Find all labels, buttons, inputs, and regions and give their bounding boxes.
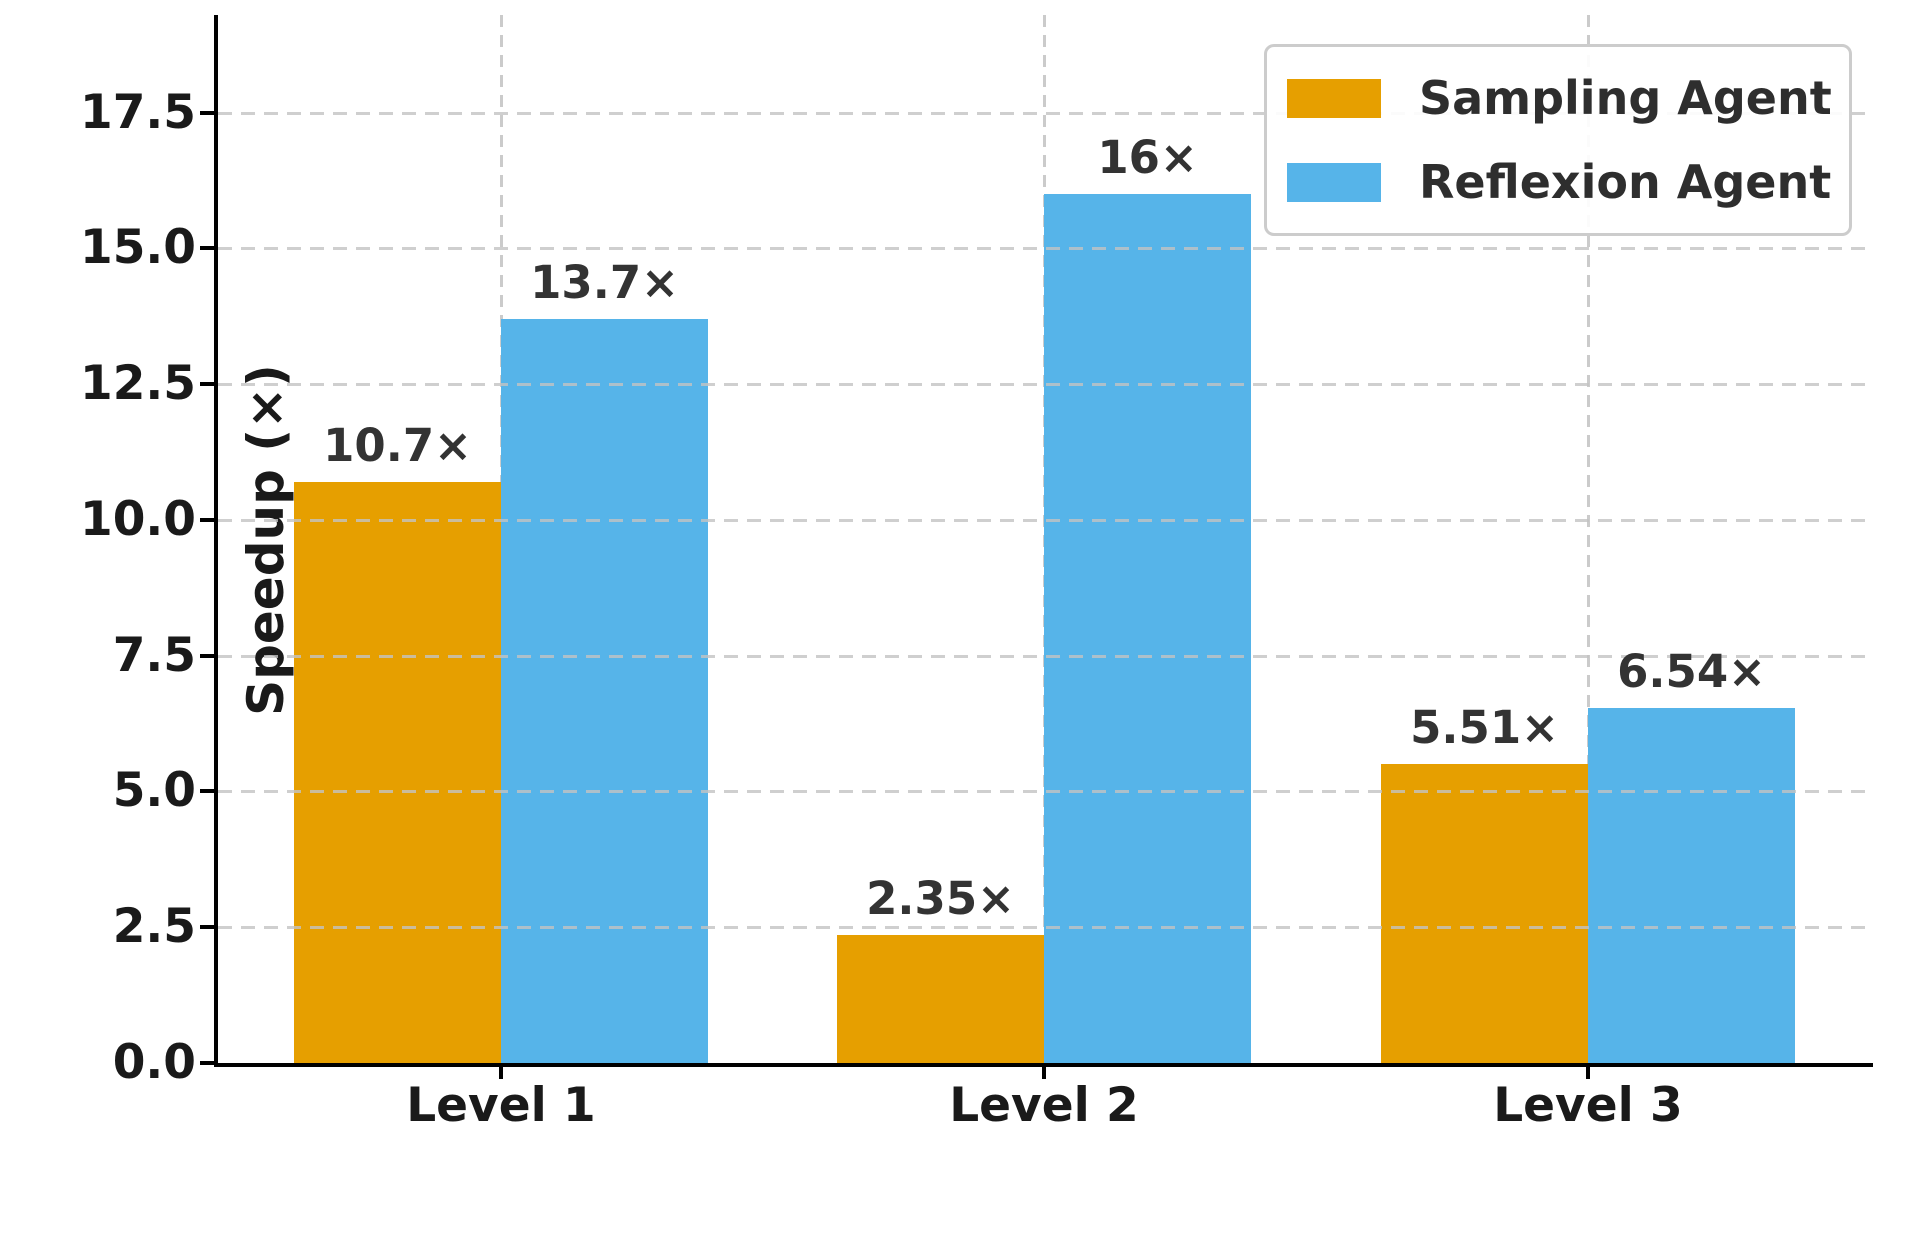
bar-reflexion-agent — [1588, 708, 1795, 1063]
y-tick-label: 2.5 — [112, 899, 196, 954]
plot-area: Speedup (×) 10.7× 2.35× 5.51× 13.7× 16× 6.54× — [200, 15, 1873, 1079]
bar-sampling-agent — [837, 935, 1044, 1063]
horizontal-gridline — [218, 112, 1873, 115]
bar-value-label: 2.35× — [866, 872, 1015, 925]
bar-sampling-agent — [1381, 764, 1588, 1063]
legend-label: Sampling Agent — [1419, 71, 1832, 125]
bar-reflexion-agent — [501, 319, 708, 1063]
y-tick-label: 5.0 — [112, 763, 196, 818]
horizontal-gridline — [218, 655, 1873, 658]
bar-value-label: 10.7× — [323, 419, 472, 472]
legend-entry: Sampling Agent — [1287, 69, 1832, 127]
x-tick-mark — [1586, 1067, 1590, 1079]
y-tick-label: 15.0 — [80, 220, 196, 275]
y-axis-label: Speedup (×) — [237, 364, 295, 716]
horizontal-gridline — [218, 790, 1873, 793]
y-tick-mark — [200, 518, 214, 522]
x-tick-label: Level 2 — [949, 1078, 1139, 1133]
legend-label: Reflexion Agent — [1419, 155, 1832, 209]
y-axis-spine — [214, 15, 218, 1067]
legend-swatch — [1287, 78, 1381, 118]
y-tick-label: 17.5 — [80, 85, 196, 140]
y-tick-mark — [200, 382, 214, 386]
y-tick-label: 0.0 — [112, 1035, 196, 1090]
horizontal-gridline — [218, 383, 1873, 386]
vertical-gridline — [1587, 15, 1590, 1063]
legend-swatch — [1287, 162, 1381, 202]
y-tick-mark — [200, 1061, 214, 1065]
bar-value-label: 6.54× — [1617, 645, 1766, 698]
y-tick-label: 12.5 — [80, 356, 196, 411]
y-tick-mark — [200, 654, 214, 658]
bar-sampling-agent — [294, 482, 501, 1063]
bar-value-label: 16× — [1097, 131, 1198, 184]
horizontal-gridline — [218, 519, 1873, 522]
bar-value-label: 13.7× — [530, 256, 679, 309]
y-tick-mark — [200, 925, 214, 929]
y-tick-label: 10.0 — [80, 492, 196, 547]
y-tick-mark — [200, 246, 214, 250]
x-axis-spine — [214, 1063, 1873, 1067]
legend: Sampling Agent Reflexion Agent — [1264, 44, 1852, 236]
x-tick-label: Level 3 — [1493, 1078, 1683, 1133]
y-tick-mark — [200, 789, 214, 793]
y-tick-label: 7.5 — [112, 628, 196, 683]
horizontal-gridline — [218, 247, 1873, 250]
y-tick-mark — [200, 111, 214, 115]
legend-entry: Reflexion Agent — [1287, 153, 1831, 211]
x-tick-mark — [499, 1067, 503, 1079]
bar-value-label: 5.51× — [1410, 701, 1559, 754]
x-tick-label: Level 1 — [406, 1078, 596, 1133]
x-tick-mark — [1042, 1067, 1046, 1079]
bar-reflexion-agent — [1044, 194, 1251, 1063]
horizontal-gridline — [218, 926, 1873, 929]
